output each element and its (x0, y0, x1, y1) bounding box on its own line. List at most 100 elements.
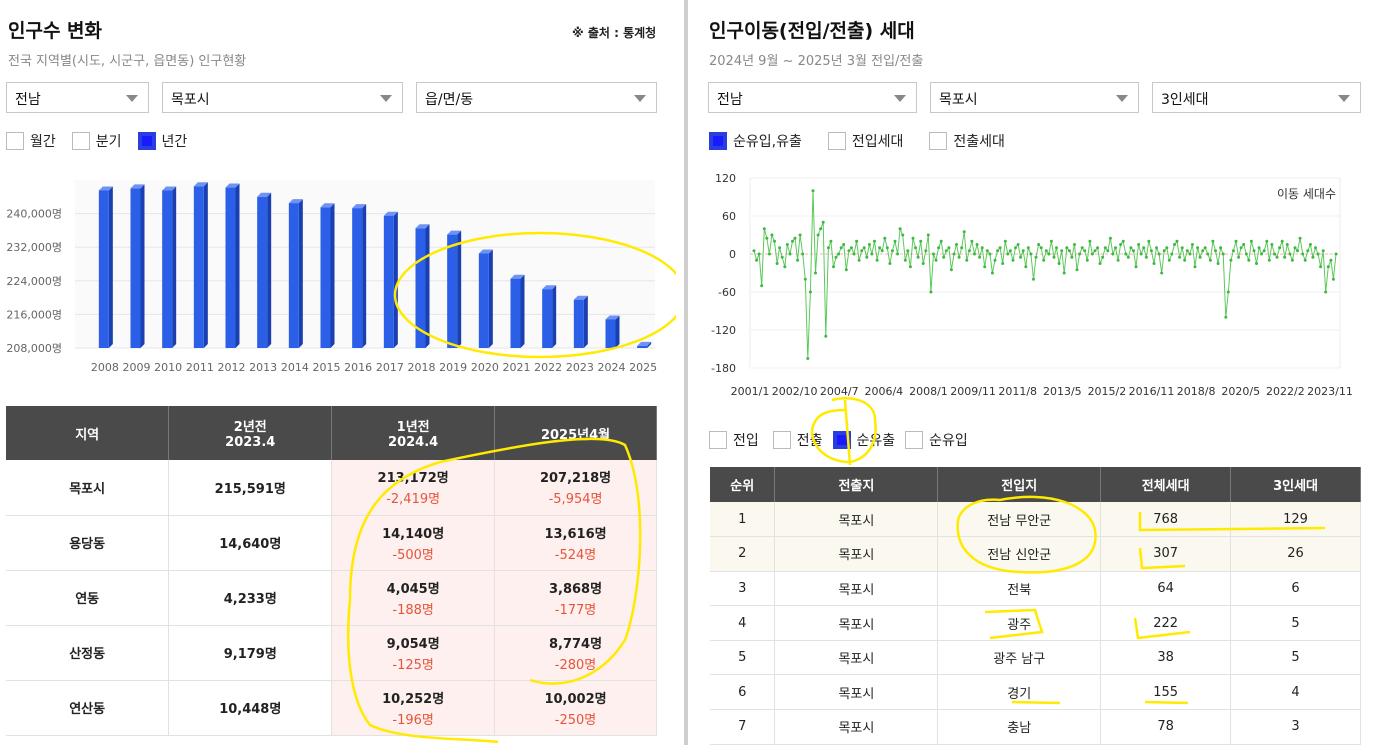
data-point[interactable] (880, 249, 884, 253)
data-point[interactable] (814, 271, 817, 275)
data-point[interactable] (970, 239, 974, 243)
data-point[interactable] (824, 334, 828, 338)
data-point[interactable] (1060, 249, 1064, 253)
data-point[interactable] (901, 233, 905, 237)
bar-2022[interactable] (542, 289, 553, 348)
data-point[interactable] (1165, 246, 1169, 250)
data-point[interactable] (911, 236, 915, 240)
data-point[interactable] (1290, 258, 1294, 262)
data-point[interactable] (1119, 243, 1123, 246)
data-point[interactable] (798, 233, 802, 237)
data-point[interactable] (1273, 252, 1276, 256)
data-point[interactable] (1239, 246, 1243, 250)
data-point[interactable] (1093, 249, 1097, 253)
data-point[interactable] (1001, 262, 1005, 265)
data-point[interactable] (1321, 249, 1325, 253)
data-point[interactable] (1190, 243, 1194, 246)
data-point[interactable] (1283, 255, 1287, 259)
data-point[interactable] (819, 227, 823, 231)
data-point[interactable] (1080, 246, 1084, 250)
data-point[interactable] (1188, 252, 1192, 256)
bar-2017[interactable] (383, 215, 394, 348)
table-row[interactable]: 6 목포시 경기 155 4 (710, 674, 1361, 711)
data-point[interactable] (1331, 277, 1335, 281)
data-point[interactable] (1296, 249, 1299, 253)
data-point[interactable] (1162, 249, 1166, 253)
data-point[interactable] (1070, 255, 1074, 259)
bar-2023[interactable] (573, 299, 584, 348)
bar-2019[interactable] (447, 234, 458, 348)
data-point[interactable] (1221, 252, 1225, 256)
data-point[interactable] (1085, 258, 1089, 262)
period-monthly-checkbox[interactable]: 월간 (6, 131, 56, 151)
table-row[interactable]: 5 목포시 광주 남구 38 5 (710, 640, 1361, 676)
data-point[interactable] (770, 233, 774, 237)
data-point[interactable] (857, 258, 861, 262)
data-point[interactable] (1019, 255, 1023, 259)
data-point[interactable] (1108, 236, 1112, 240)
data-point[interactable] (883, 236, 887, 240)
data-point[interactable] (1132, 249, 1135, 253)
data-point[interactable] (1073, 243, 1076, 246)
data-point[interactable] (832, 265, 835, 269)
flow-in-checkbox[interactable]: 전입 (709, 430, 759, 450)
data-point[interactable] (870, 252, 874, 256)
data-point[interactable] (1252, 249, 1256, 253)
data-point[interactable] (932, 252, 935, 256)
data-point[interactable] (765, 236, 769, 240)
data-point[interactable] (1316, 252, 1320, 256)
flow-net-out-checkbox[interactable]: 순유출 (832, 430, 895, 450)
data-point[interactable] (916, 255, 920, 259)
data-point[interactable] (1116, 258, 1120, 262)
data-point[interactable] (1065, 246, 1069, 250)
data-point[interactable] (837, 252, 841, 256)
data-point[interactable] (1124, 252, 1128, 256)
net-flow-checkbox[interactable]: 순유입,유출 (709, 131, 802, 151)
data-point[interactable] (821, 220, 825, 224)
data-point[interactable] (1293, 246, 1297, 250)
data-point[interactable] (898, 227, 902, 231)
data-point[interactable] (1090, 252, 1094, 256)
data-point[interactable] (852, 252, 856, 256)
data-point[interactable] (849, 246, 853, 250)
city-select[interactable]: 목포시 (162, 82, 403, 113)
data-point[interactable] (919, 239, 923, 243)
data-point[interactable] (903, 258, 907, 262)
data-point[interactable] (1021, 249, 1025, 253)
data-point[interactable] (1101, 255, 1105, 259)
table-row[interactable]: 7 목포시 충남 78 3 (710, 709, 1361, 745)
data-point[interactable] (1047, 252, 1051, 256)
data-point[interactable] (973, 252, 976, 256)
data-point[interactable] (1270, 243, 1274, 246)
data-point[interactable] (1137, 243, 1141, 246)
data-point[interactable] (788, 252, 792, 256)
data-point[interactable] (1178, 255, 1182, 259)
data-point[interactable] (1155, 246, 1158, 250)
data-point[interactable] (924, 249, 928, 253)
data-point[interactable] (762, 227, 766, 231)
data-point[interactable] (1003, 239, 1007, 243)
data-point[interactable] (1103, 246, 1107, 250)
bar-2025[interactable] (637, 345, 648, 348)
data-point[interactable] (947, 246, 951, 250)
data-point[interactable] (785, 243, 789, 246)
data-point[interactable] (1319, 265, 1323, 269)
data-point[interactable] (1285, 243, 1289, 246)
bar-2016[interactable] (352, 208, 363, 348)
bar-2014[interactable] (288, 203, 299, 348)
data-point[interactable] (960, 246, 964, 250)
data-point[interactable] (1324, 290, 1328, 294)
data-point[interactable] (1262, 249, 1266, 253)
data-point[interactable] (1196, 246, 1200, 250)
province-select[interactable]: 전남 (708, 82, 917, 113)
data-point[interactable] (1203, 246, 1207, 250)
data-point[interactable] (1231, 249, 1235, 253)
data-point[interactable] (773, 239, 776, 243)
data-point[interactable] (842, 243, 846, 246)
data-point[interactable] (1006, 252, 1010, 256)
data-point[interactable] (1042, 258, 1046, 262)
data-point[interactable] (993, 258, 997, 262)
bar-2010[interactable] (162, 190, 173, 349)
bar-2011[interactable] (193, 186, 204, 348)
data-point[interactable] (1326, 265, 1330, 269)
